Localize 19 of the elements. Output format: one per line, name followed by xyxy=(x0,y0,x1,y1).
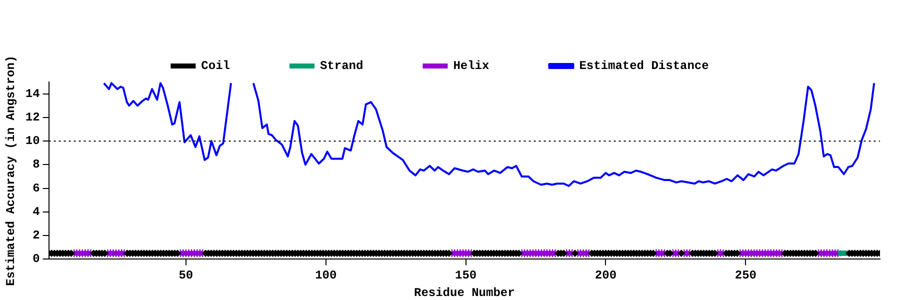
x-tick-label: 150 xyxy=(454,268,477,282)
legend-label: Strand xyxy=(320,59,364,74)
y-tick-label: 10 xyxy=(25,134,40,148)
x-axis-title: Residue Number xyxy=(414,286,515,300)
y-tick-label: 0 xyxy=(32,252,40,266)
y-tick-label: 2 xyxy=(32,228,40,243)
x-tick-label: 50 xyxy=(178,268,194,282)
y-tick-label: 4 xyxy=(32,204,40,219)
y-axis-title: Estimated Accuracy (in Angstron) xyxy=(4,55,18,286)
x-tick-label: 200 xyxy=(594,268,617,282)
legend-label: Estimated Distance xyxy=(579,59,709,74)
y-tick-label: 6 xyxy=(32,181,40,196)
legend-label: Helix xyxy=(453,59,490,74)
x-tick-label: 250 xyxy=(734,268,756,282)
y-tick-label: 12 xyxy=(25,110,40,124)
x-tick-label: 100 xyxy=(315,268,337,282)
y-tick-label: 14 xyxy=(25,86,40,101)
y-tick-label: 8 xyxy=(32,158,40,172)
legend-label: Coil xyxy=(201,59,230,74)
